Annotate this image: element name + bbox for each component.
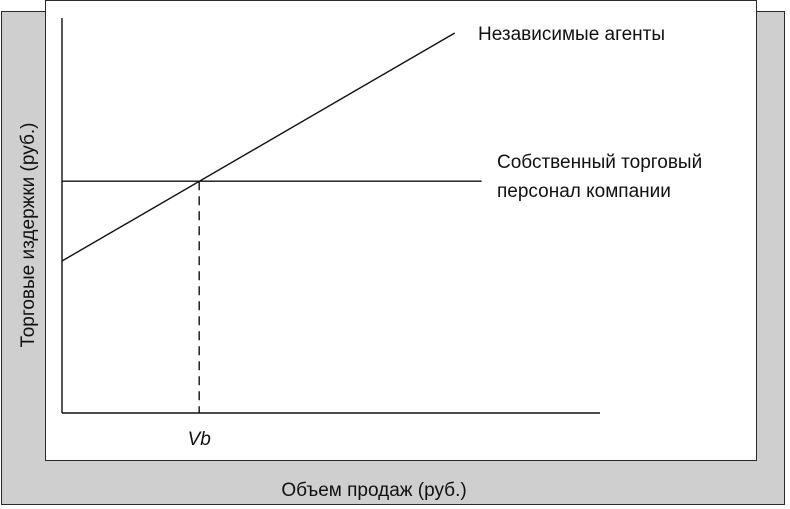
series-label-own-sales-force-line2: персонал компании <box>497 181 671 202</box>
series-label-own-sales-force-line1: Собственный торговый <box>497 152 702 173</box>
series-label-independent-agents: Независимые агенты <box>478 24 665 45</box>
plot-panel <box>45 0 757 461</box>
series-line-independent-agents <box>61 32 456 262</box>
y-axis-title: Торговые издержки (руб.) <box>18 123 39 348</box>
x-axis-title: Объем продаж (руб.) <box>281 480 466 501</box>
x-tick-label-vb: Vb <box>188 429 211 450</box>
